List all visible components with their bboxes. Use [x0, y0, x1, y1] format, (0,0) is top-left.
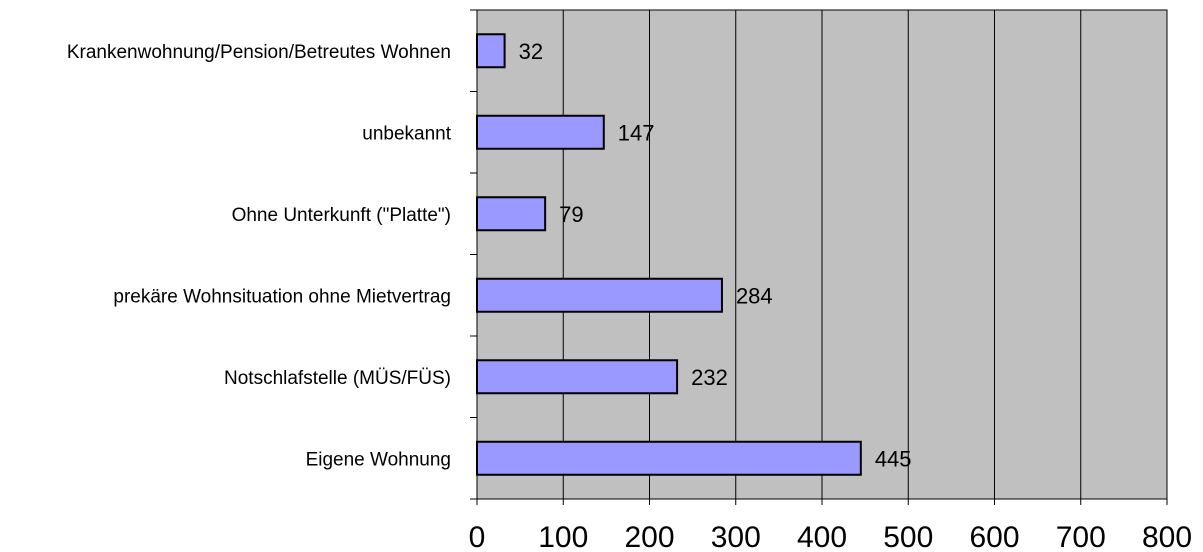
category-label: unbekannt [362, 123, 451, 144]
value-labels: 445 232 284 79 147 32 [519, 39, 912, 472]
data-label: 32 [519, 39, 543, 64]
bar [476, 33, 506, 69]
x-tick-label: 400 [797, 521, 847, 552]
data-label: 232 [691, 365, 728, 390]
category-label: Krankenwohnung/Pension/Betreutes Wohnen [67, 42, 451, 63]
data-label: 445 [875, 446, 912, 471]
x-tick-label: 700 [1056, 521, 1106, 552]
gridlines [562, 10, 1082, 499]
data-label: 147 [618, 120, 655, 145]
x-tick-label: 200 [624, 521, 674, 552]
x-tick-label: 800 [1142, 521, 1192, 552]
data-label: 284 [736, 283, 773, 308]
category-label: Ohne Unterkunft ("Platte") [232, 205, 451, 226]
x-tick-label: 300 [711, 521, 761, 552]
bar [476, 196, 547, 232]
bar [476, 277, 723, 313]
data-label: 79 [559, 202, 583, 227]
x-tick-label: 0 [469, 521, 486, 552]
x-tick-label: 100 [538, 521, 588, 552]
axes [470, 9, 1168, 505]
bar [476, 114, 605, 150]
x-tick-labels: 0 100 200 300 400 500 600 700 800 [469, 521, 1192, 552]
x-tick-label: 500 [883, 521, 933, 552]
bars [476, 33, 862, 476]
category-label: prekäre Wohnsituation ohne Mietvertrag [113, 286, 451, 307]
bar [476, 440, 862, 476]
category-labels: Eigene Wohnung Notschlafstelle (MÜS/FÜS) p… [67, 42, 452, 471]
category-label: Eigene Wohnung [306, 449, 451, 470]
category-label: Notschlafstelle (MÜS/FÜS) [224, 368, 451, 389]
x-tick-label: 600 [969, 521, 1019, 552]
bar [476, 359, 679, 395]
